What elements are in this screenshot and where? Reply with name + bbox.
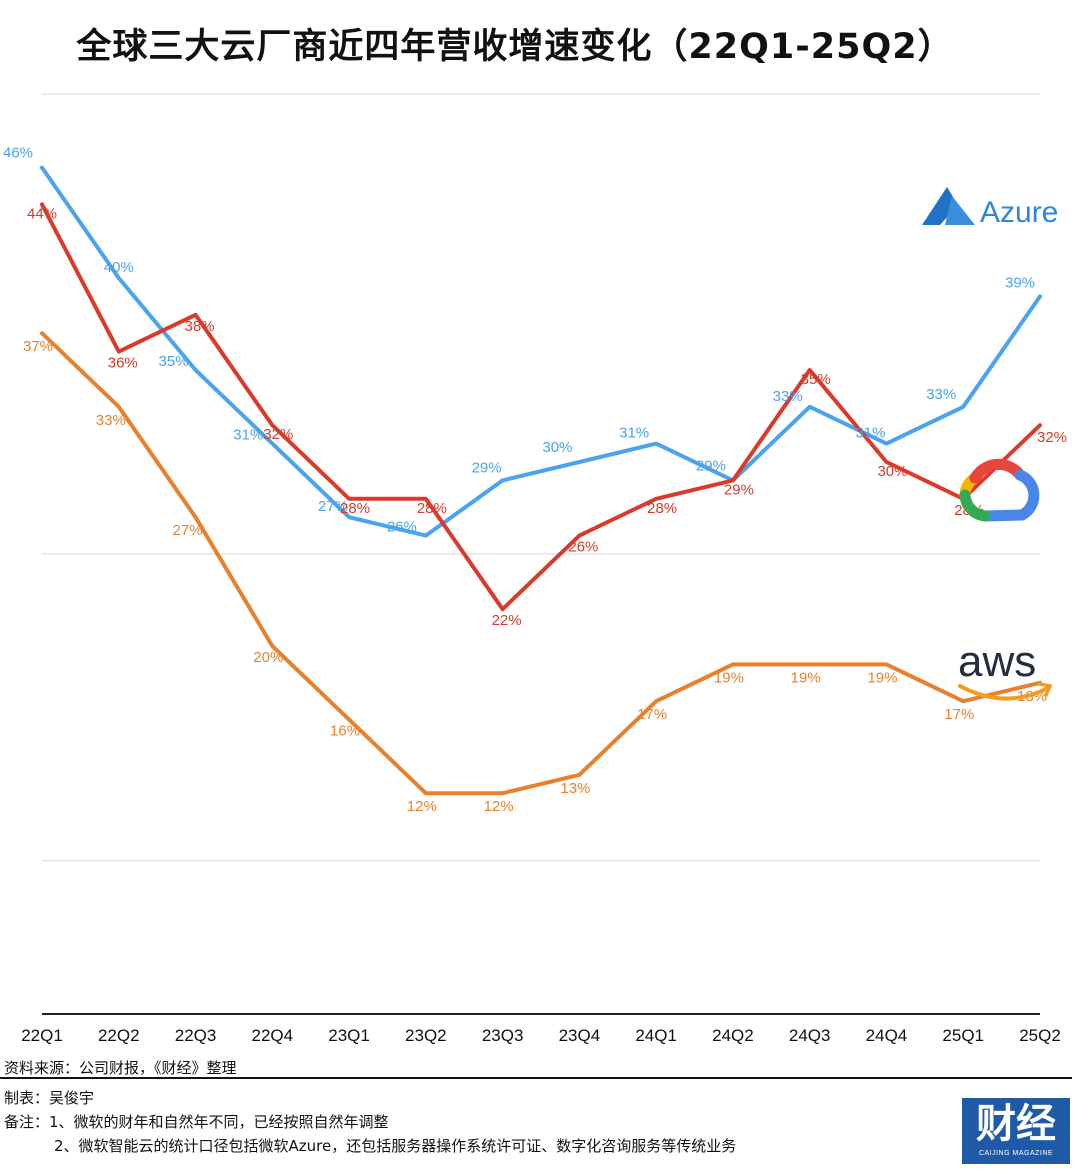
x-tick-label: 22Q3 xyxy=(175,1026,217,1045)
data-label: 32% xyxy=(263,426,293,443)
data-label: 12% xyxy=(484,798,514,815)
brand-sub: CAIJING MAGAZINE xyxy=(978,1150,1054,1157)
data-label: 32% xyxy=(1037,429,1067,446)
data-label: 17% xyxy=(944,706,974,723)
chart-title: 全球三大云厂商近四年营收增速变化（22Q1-25Q2） xyxy=(76,27,954,67)
aws-logo: aws xyxy=(958,637,1053,701)
series-line-2 xyxy=(40,331,1042,796)
google-cloud-icon xyxy=(959,458,1040,522)
data-label: 33% xyxy=(926,386,956,403)
data-label: 38% xyxy=(185,318,215,335)
data-label: 37% xyxy=(23,338,53,355)
x-tick-label: 23Q4 xyxy=(559,1026,601,1045)
divider xyxy=(0,1077,1072,1079)
data-label: 20% xyxy=(253,649,283,666)
data-label: 35% xyxy=(159,353,189,370)
data-label: 40% xyxy=(104,259,134,276)
aws-logo-text: aws xyxy=(958,637,1036,686)
series-line-0 xyxy=(40,165,1042,538)
data-label: 19% xyxy=(791,669,821,686)
caijing-logo: 财经 CAIJING MAGAZINE xyxy=(962,1098,1070,1164)
azure-logo: Azure xyxy=(922,187,1058,229)
data-label: 31% xyxy=(619,425,649,442)
x-tick-label: 24Q3 xyxy=(789,1026,831,1045)
data-label: 28% xyxy=(417,500,447,517)
x-tick-label: 25Q1 xyxy=(942,1026,984,1045)
data-label: 30% xyxy=(877,463,907,480)
data-label: 26% xyxy=(568,539,598,556)
data-label: 28% xyxy=(647,500,677,517)
data-label: 35% xyxy=(801,371,831,388)
data-label: 33% xyxy=(96,412,126,429)
data-label: 27% xyxy=(173,522,203,539)
data-label: 44% xyxy=(27,205,57,222)
aws-smile-icon xyxy=(958,684,1050,701)
data-label: 30% xyxy=(542,439,572,456)
maker-note: 制表：吴俊宇 xyxy=(4,1089,95,1107)
data-label: 16% xyxy=(330,723,360,740)
data-label: 36% xyxy=(108,355,138,372)
data-label: 27% xyxy=(318,498,348,515)
x-tick-label: 23Q2 xyxy=(405,1026,447,1045)
x-tick-label: 24Q4 xyxy=(866,1026,908,1045)
data-label: 29% xyxy=(696,457,726,474)
x-tick-label: 22Q1 xyxy=(21,1026,63,1045)
x-tick-label: 23Q1 xyxy=(328,1026,370,1045)
x-tick-label: 24Q1 xyxy=(635,1026,677,1045)
data-label: 29% xyxy=(724,481,754,498)
x-tick-label: 23Q3 xyxy=(482,1026,524,1045)
brand-name: 财经 xyxy=(976,1101,1056,1147)
azure-logo-text: Azure xyxy=(980,196,1058,229)
data-label: 33% xyxy=(773,388,803,405)
remark-1: 备注：1、微软的财年和自然年不同，已经按照自然年调整 xyxy=(4,1113,389,1131)
x-tick-label: 25Q2 xyxy=(1019,1026,1061,1045)
data-label: 12% xyxy=(407,798,437,815)
series-line-1 xyxy=(40,202,1042,612)
data-label: 13% xyxy=(560,780,590,797)
data-label: 29% xyxy=(472,459,502,476)
source-note: 资料来源：公司财报，《财经》整理 xyxy=(4,1059,237,1077)
data-label: 19% xyxy=(714,669,744,686)
data-label: 39% xyxy=(1005,274,1035,291)
data-label: 19% xyxy=(867,669,897,686)
data-label: 31% xyxy=(855,425,885,442)
data-label: 46% xyxy=(3,145,33,162)
series-lines xyxy=(40,165,1042,796)
x-tick-label: 22Q4 xyxy=(252,1026,294,1045)
data-label: 31% xyxy=(233,427,263,444)
x-tick-label: 24Q2 xyxy=(712,1026,754,1045)
gridlines xyxy=(42,93,1040,1015)
data-label: 26% xyxy=(387,519,417,536)
data-labels: 46%40%35%31%27%26%29%30%31%29%33%31%33%3… xyxy=(3,145,1067,816)
x-tick-label: 22Q2 xyxy=(98,1026,140,1045)
data-label: 22% xyxy=(492,612,522,629)
data-label: 28% xyxy=(340,500,370,517)
remark-2: 2、微软智能云的统计口径包括微软Azure，还包括服务器操作系统许可证、数字化咨… xyxy=(54,1137,737,1155)
azure-icon xyxy=(922,187,958,225)
line-chart: 46%40%35%31%27%26%29%30%31%29%33%31%33%3… xyxy=(3,93,1067,1045)
x-axis-labels: 22Q1 22Q2 22Q3 22Q4 23Q1 23Q2 23Q3 23Q4 24Q1 24Q2… xyxy=(21,1026,1061,1045)
data-label: 17% xyxy=(637,706,667,723)
